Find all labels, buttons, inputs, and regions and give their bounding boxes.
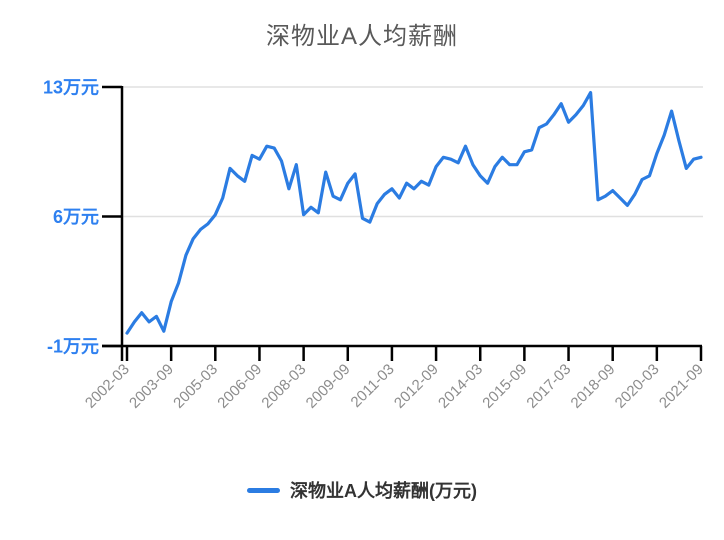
legend-item[interactable]: 深物业A人均薪酬(万元)	[247, 477, 477, 503]
x-axis-label: 2009-09	[303, 361, 354, 412]
x-axis-label: 2002-03	[82, 361, 133, 412]
x-axis-label: 2015-09	[479, 361, 530, 412]
x-axis-label: 2003-09	[126, 361, 177, 412]
x-axis-label: 2008-03	[258, 361, 309, 412]
x-axis-label: 2006-09	[214, 361, 265, 412]
chart-title: 深物业A人均薪酬	[265, 23, 458, 50]
y-axis-label: 13万元	[43, 78, 99, 98]
chart-canvas[interactable]: 13万元6万元-1万元2002-032003-092005-032006-092…	[0, 0, 724, 460]
y-axis-label: 6万元	[53, 207, 99, 227]
x-axis-label: 2018-09	[568, 361, 619, 412]
x-axis-label: 2014-03	[435, 361, 486, 412]
x-axis-label: 2020-03	[612, 361, 663, 412]
y-axis-label: -1万元	[47, 337, 99, 357]
x-axis-label: 2011-03	[348, 361, 398, 411]
x-axis-label: 2005-03	[170, 361, 221, 412]
legend: 深物业A人均薪酬(万元)	[0, 477, 724, 503]
x-axis-label: 2017-03	[523, 361, 574, 412]
legend-label: 深物业A人均薪酬(万元)	[290, 481, 477, 501]
x-axis-label: 2021-09	[656, 361, 707, 412]
x-axis-label: 2012-09	[391, 361, 442, 412]
legend-line-marker	[247, 487, 280, 493]
series-line[interactable]	[125, 90, 703, 335]
